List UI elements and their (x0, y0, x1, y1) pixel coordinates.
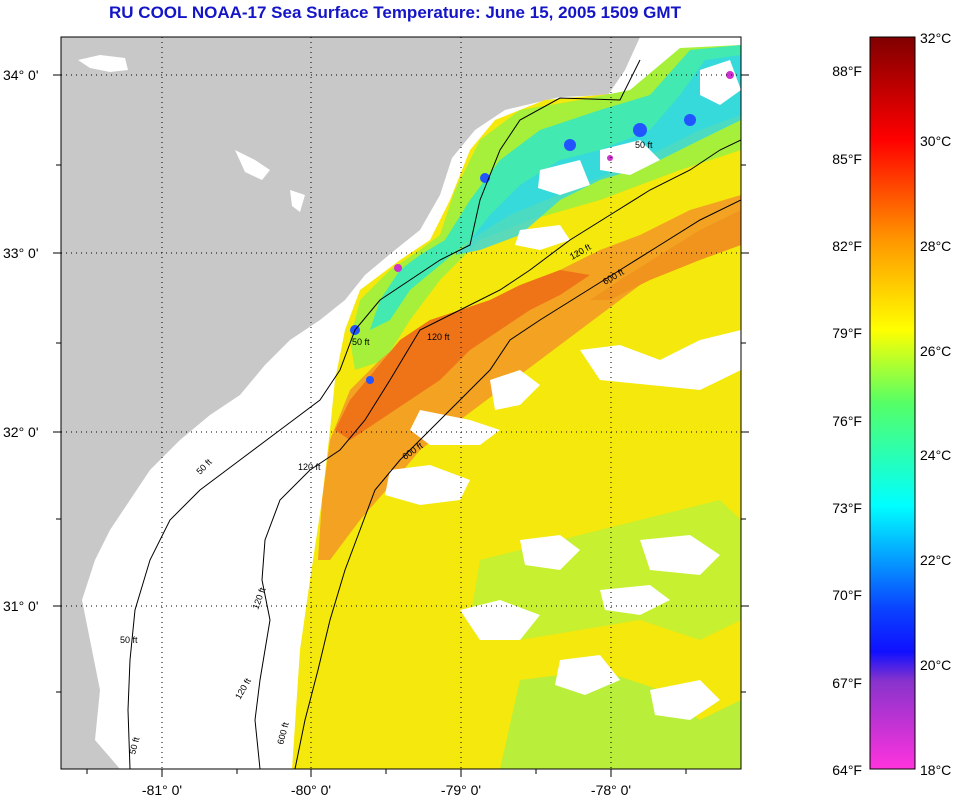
f-label: 85°F (832, 151, 862, 167)
map-area: 120 ft 600 ft 50 ft 50 ft 120 ft 600 ft … (61, 37, 741, 769)
lake (235, 150, 270, 180)
map-title: RU COOL NOAA-17 Sea Surface Temperature:… (109, 3, 681, 22)
c-label: 32°C (920, 30, 951, 46)
c-label: 28°C (920, 238, 951, 254)
sst-swath (292, 45, 741, 769)
lat-label-32: 32° 0' (3, 424, 39, 440)
f-label: 73°F (832, 500, 862, 516)
lake (290, 190, 305, 212)
contour-label-120-south: 120 ft (298, 462, 321, 472)
f-label: 70°F (832, 587, 862, 603)
contour-label-50-north: 50 ft (635, 140, 653, 150)
lat-label-34: 34° 0' (3, 67, 39, 83)
contour-label-50-bottom: 50 ft (127, 736, 141, 756)
graticule (61, 37, 741, 769)
colorbar-fahrenheit-labels: 88°F 85°F 82°F 79°F 76°F 73°F 70°F 67°F … (832, 63, 862, 778)
contour-label-50-mid: 50 ft (352, 337, 370, 347)
lake (78, 55, 128, 72)
c-label: 30°C (920, 133, 951, 149)
axis-ticks (53, 74, 749, 777)
c-label: 18°C (920, 762, 951, 778)
map-frame (60, 36, 742, 770)
f-label: 76°F (832, 413, 862, 429)
lat-label-31: 31° 0' (3, 598, 39, 614)
land-mass (61, 37, 640, 769)
f-label: 82°F (832, 238, 862, 254)
colorbar-celsius-labels: 32°C 30°C 28°C 26°C 24°C 22°C 20°C 18°C (920, 30, 951, 778)
f-label: 79°F (832, 325, 862, 341)
colorbar (869, 36, 916, 770)
c-label: 22°C (920, 552, 951, 568)
c-label: 20°C (920, 657, 951, 673)
contour-label-120-mid: 120 ft (427, 332, 450, 342)
depth-contours (127, 59, 741, 769)
lat-label-33: 33° 0' (3, 245, 39, 261)
contour-50ft (127, 59, 641, 769)
lon-label-78: -78° 0' (591, 782, 631, 798)
lon-label-79: -79° 0' (441, 782, 481, 798)
f-label: 88°F (832, 63, 862, 79)
contour-600ft (294, 199, 741, 769)
f-label: 64°F (832, 762, 862, 778)
contour-label-50-far: 50 ft (120, 635, 138, 645)
c-label: 26°C (920, 343, 951, 359)
c-label: 24°C (920, 447, 951, 463)
lon-label-80: -80° 0' (291, 782, 331, 798)
contour-120ft (254, 139, 741, 769)
f-label: 67°F (832, 675, 862, 691)
lon-label-81: -81° 0' (142, 782, 182, 798)
